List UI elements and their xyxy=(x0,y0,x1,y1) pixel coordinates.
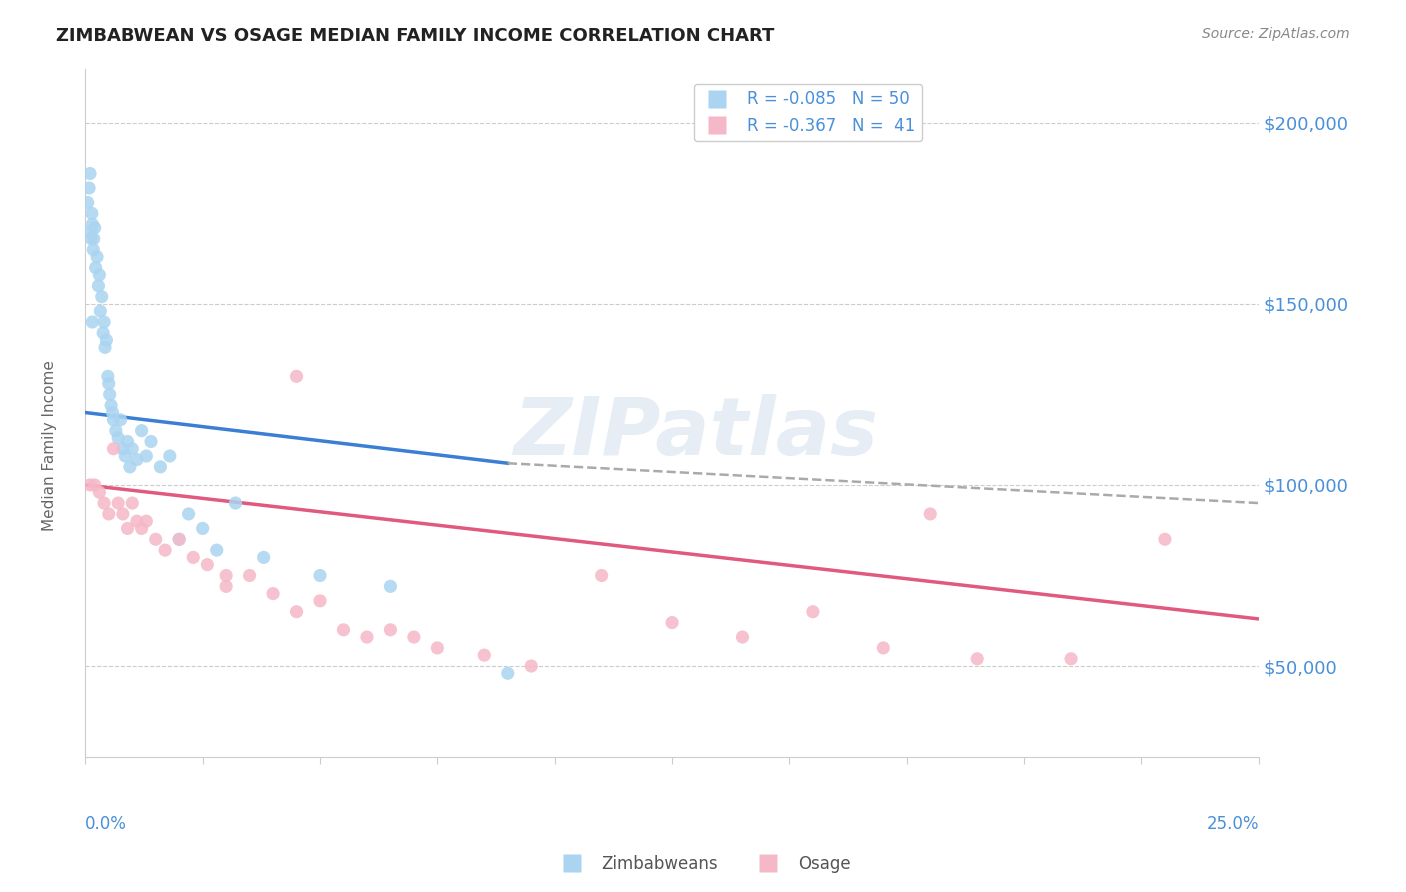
Point xyxy=(110,413,132,427)
Point xyxy=(118,459,141,474)
Point xyxy=(195,558,218,572)
Point xyxy=(262,586,284,600)
Point xyxy=(82,315,104,329)
Point xyxy=(114,449,136,463)
Text: 0.0%: 0.0% xyxy=(86,814,127,832)
Point xyxy=(177,507,200,521)
Point xyxy=(93,496,115,510)
Point xyxy=(167,533,190,547)
Point xyxy=(111,507,134,521)
Point xyxy=(82,243,104,257)
Point xyxy=(145,533,167,547)
Point xyxy=(103,442,125,456)
Point xyxy=(135,449,157,463)
Point xyxy=(496,666,519,681)
Point xyxy=(82,217,104,231)
Text: ZIMBABWEAN VS OSAGE MEDIAN FAMILY INCOME CORRELATION CHART: ZIMBABWEAN VS OSAGE MEDIAN FAMILY INCOME… xyxy=(56,27,775,45)
Point xyxy=(205,543,228,558)
Point xyxy=(191,521,214,535)
Point xyxy=(239,568,262,582)
Point xyxy=(135,514,157,528)
Point xyxy=(83,220,105,235)
Point xyxy=(1154,533,1177,547)
Point xyxy=(93,315,115,329)
Point xyxy=(309,568,332,582)
Point xyxy=(84,260,107,275)
Point xyxy=(139,434,162,449)
Point xyxy=(520,659,543,673)
Point xyxy=(97,369,120,384)
Point xyxy=(285,369,308,384)
Point xyxy=(131,521,153,535)
Point xyxy=(225,496,247,510)
Text: 25.0%: 25.0% xyxy=(1206,814,1258,832)
Point xyxy=(80,206,103,220)
Point xyxy=(89,268,111,282)
Point xyxy=(76,195,98,210)
Point xyxy=(104,424,127,438)
Point xyxy=(77,181,100,195)
Point xyxy=(153,543,176,558)
Point xyxy=(89,304,111,318)
Point xyxy=(80,232,103,246)
Point xyxy=(966,652,988,666)
Point xyxy=(121,496,143,510)
Point xyxy=(285,605,308,619)
Point xyxy=(96,333,118,347)
Point xyxy=(131,424,153,438)
Point xyxy=(121,442,143,456)
Point xyxy=(79,167,101,181)
Point xyxy=(90,290,112,304)
Point xyxy=(591,568,613,582)
Legend: Zimbabweans, Osage: Zimbabweans, Osage xyxy=(548,848,858,880)
Point xyxy=(167,533,190,547)
Point xyxy=(107,496,129,510)
Point xyxy=(332,623,354,637)
Text: Median Family Income: Median Family Income xyxy=(42,360,56,532)
Point xyxy=(159,449,181,463)
Point xyxy=(100,398,122,412)
Point xyxy=(80,225,103,239)
Point xyxy=(801,605,824,619)
Point xyxy=(380,623,402,637)
Point xyxy=(125,452,148,467)
Point xyxy=(149,459,172,474)
Point xyxy=(111,442,134,456)
Point xyxy=(872,640,894,655)
Point xyxy=(253,550,276,565)
Point xyxy=(181,550,204,565)
Point xyxy=(89,485,111,500)
Point xyxy=(79,478,101,492)
Point xyxy=(426,640,449,655)
Point xyxy=(91,326,114,340)
Point xyxy=(97,507,120,521)
Point xyxy=(107,431,129,445)
Point xyxy=(87,278,110,293)
Point xyxy=(731,630,754,644)
Legend: R = -0.085   N = 50, R = -0.367   N =  41: R = -0.085 N = 50, R = -0.367 N = 41 xyxy=(693,84,922,142)
Point xyxy=(215,579,238,593)
Point xyxy=(103,413,125,427)
Point xyxy=(472,648,495,662)
Point xyxy=(86,250,108,264)
Point xyxy=(117,521,139,535)
Point xyxy=(101,405,124,419)
Point xyxy=(98,387,121,401)
Point xyxy=(97,376,120,391)
Point xyxy=(380,579,402,593)
Point xyxy=(117,434,139,449)
Point xyxy=(83,232,105,246)
Text: ZIPatlas: ZIPatlas xyxy=(513,394,877,472)
Point xyxy=(83,478,105,492)
Point xyxy=(661,615,683,630)
Point xyxy=(920,507,942,521)
Text: Source: ZipAtlas.com: Source: ZipAtlas.com xyxy=(1202,27,1350,41)
Point xyxy=(125,514,148,528)
Point xyxy=(402,630,425,644)
Point xyxy=(356,630,378,644)
Point xyxy=(94,340,117,354)
Point xyxy=(1060,652,1083,666)
Point xyxy=(215,568,238,582)
Point xyxy=(309,594,332,608)
